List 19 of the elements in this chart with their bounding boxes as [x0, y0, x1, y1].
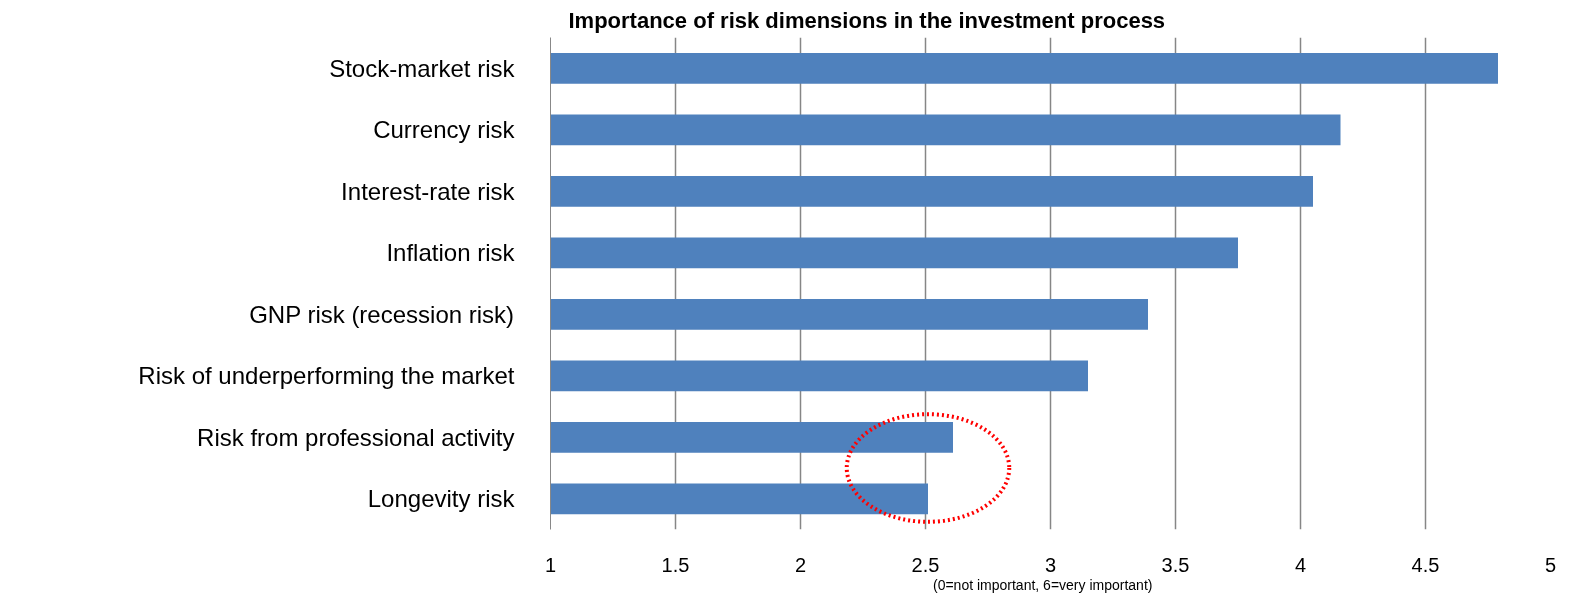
x-axis-title: (0=not important, 6=very important) [933, 576, 1153, 593]
x-tick-label: 1.5 [661, 553, 690, 576]
x-tick-label: 1 [544, 553, 557, 576]
chart-title: Importance of risk dimensions in the investment process [568, 7, 1166, 33]
y-tick-label: Stock-market risk [329, 54, 516, 82]
y-tick-label: Longevity risk [367, 485, 516, 513]
y-tick-label: Currency risk [373, 116, 516, 144]
x-tick-label: 2.5 [911, 553, 940, 576]
x-tick-label: 5 [1544, 553, 1557, 576]
x-tick-label: 2 [794, 553, 807, 576]
y-tick-label: Interest-rate risk [341, 177, 516, 205]
y-tick-label: Risk of underperforming the market [138, 362, 515, 390]
x-tick-label: 4 [1294, 553, 1307, 576]
x-tick-label: 4.5 [1411, 553, 1440, 576]
x-tick-label: 3 [1044, 553, 1057, 576]
y-tick-label: GNP risk (recession risk) [249, 300, 515, 328]
y-tick-label: Inflation risk [386, 239, 516, 267]
x-tick-label: 3.5 [1161, 553, 1190, 576]
y-tick-label: Risk from professional activity [197, 423, 515, 451]
